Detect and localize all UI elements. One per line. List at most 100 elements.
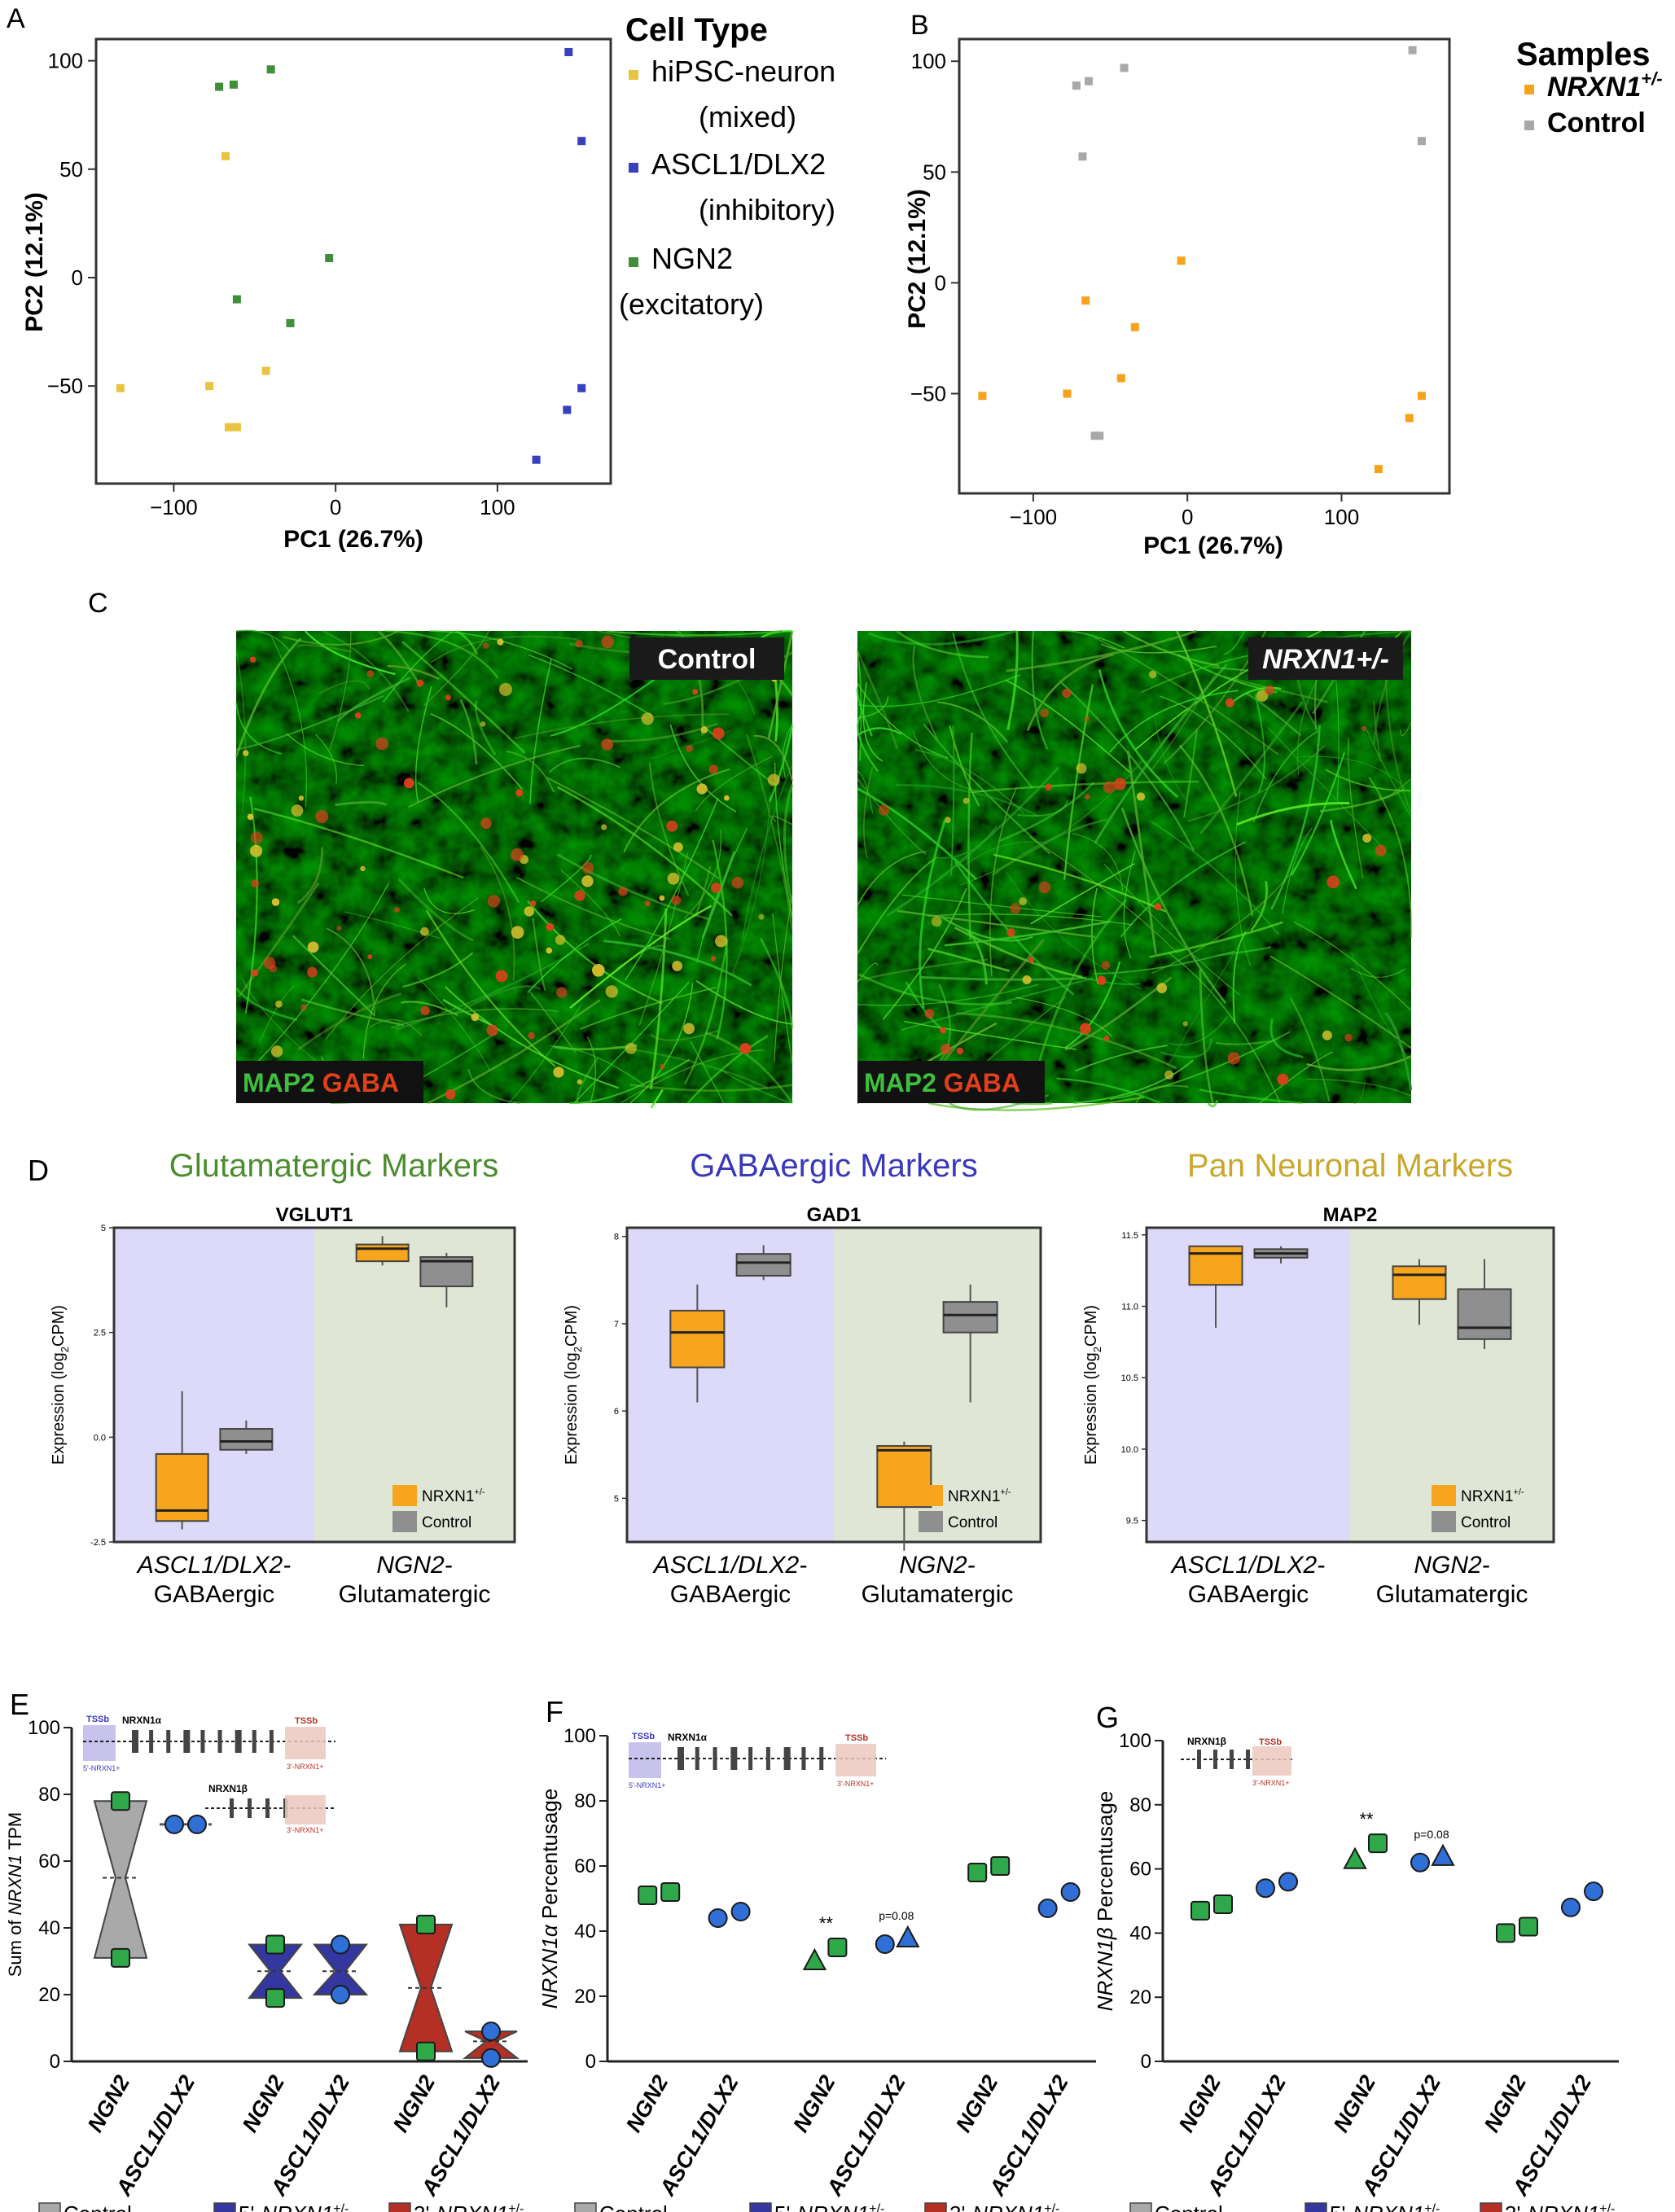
cell-body xyxy=(416,679,424,687)
stain-label: MAP2 GABA xyxy=(864,1068,1020,1097)
text-span: NRXN1 xyxy=(1353,2201,1424,2212)
scatter-point xyxy=(1177,256,1186,265)
cell-body xyxy=(336,926,342,931)
legend-label: hiPSC-neuron xyxy=(651,55,835,88)
text-span: β xyxy=(1093,1927,1117,1940)
cell-body xyxy=(605,985,618,998)
scatter-point xyxy=(577,137,586,146)
significance-annotation: ** xyxy=(819,1913,834,1934)
neurite xyxy=(686,1035,769,1104)
text-span: 3'- xyxy=(1505,2201,1528,2212)
cell-body xyxy=(601,824,607,830)
panel-c-label: C xyxy=(88,588,108,619)
data-point xyxy=(111,1791,130,1811)
group-3: ASCL1/DLX2 xyxy=(822,1925,920,2201)
plot-frame xyxy=(1145,1226,1555,1544)
neurite xyxy=(1187,744,1326,822)
cell-body xyxy=(555,935,566,945)
cell-body xyxy=(1022,975,1032,984)
neurite xyxy=(650,1029,721,1041)
exon xyxy=(801,1747,806,1770)
neurite xyxy=(1073,1059,1194,1104)
significance-annotation: ** xyxy=(1359,1809,1374,1829)
neurite xyxy=(944,920,1111,947)
panel-label: G xyxy=(1096,1701,1119,1734)
text-span: MAP2 xyxy=(243,1068,315,1097)
neurite xyxy=(857,850,927,906)
tss-right-label: TSSb xyxy=(845,1733,868,1743)
text-span: NRXN1 xyxy=(1461,1488,1513,1505)
y-tick-label: -2.5 xyxy=(90,1538,106,1548)
neurite xyxy=(254,882,390,1066)
data-point xyxy=(111,1947,130,1968)
legend-label: NRXN1+/- xyxy=(422,1487,485,1505)
neurite xyxy=(576,1057,599,1104)
legend-label: NRXN1+/- xyxy=(1547,68,1663,103)
group-2: NGN2 xyxy=(788,1938,848,2136)
cell-body xyxy=(767,773,780,786)
scatter-point xyxy=(1405,414,1414,423)
legend-swatch xyxy=(919,1485,943,1506)
neurite xyxy=(857,962,879,983)
neurite xyxy=(325,897,479,1040)
y-tick-label: 5 xyxy=(614,1494,619,1504)
neurite xyxy=(954,926,1083,979)
neurite xyxy=(857,770,874,813)
legend-label: NRXN1+/- xyxy=(1461,1487,1524,1505)
cell-body xyxy=(497,638,504,646)
cell-body xyxy=(250,844,263,857)
gabaergic-bg xyxy=(1147,1228,1350,1542)
cell-body xyxy=(1322,1030,1332,1040)
text-span: 2 xyxy=(1091,1347,1103,1352)
group-3: ASCL1/DLX2 xyxy=(1357,1843,1455,2201)
data-point xyxy=(187,1814,207,1834)
exon xyxy=(819,1747,824,1770)
legend-swatch xyxy=(1524,120,1534,130)
panel-d: D Glutamatergic Markers VGLUT1 5 2.5 0.0 -2.5… xyxy=(28,1148,1555,1608)
stain-label-bg xyxy=(857,1061,1045,1103)
cell-body xyxy=(315,810,329,824)
condition-tag-bg xyxy=(1248,637,1403,680)
neurite xyxy=(732,792,771,974)
neurite xyxy=(362,963,407,1059)
scatter-point xyxy=(577,383,586,392)
neurite xyxy=(235,637,302,758)
cell-body xyxy=(445,1089,456,1100)
text-span: +/- xyxy=(1599,2202,1615,2212)
x-group-sublabel: Glutamatergic xyxy=(339,1581,491,1608)
panel-label: F xyxy=(546,1695,563,1728)
legend-swatch xyxy=(629,163,638,173)
cell-body xyxy=(672,961,682,971)
neurite xyxy=(920,975,1086,981)
text-span: Control xyxy=(948,1514,998,1531)
cut-right-label: 3'-NRXN1+ xyxy=(837,1780,874,1788)
neurite xyxy=(927,1096,1145,1111)
text-span: Sum of xyxy=(5,1915,25,1977)
cut-left-label: 5'-NRXN1+ xyxy=(83,1764,120,1772)
neurite xyxy=(950,725,955,876)
neurite xyxy=(1005,870,1142,990)
y-tick-label: 80 xyxy=(1129,1794,1151,1816)
neurite xyxy=(385,629,499,679)
data-point xyxy=(481,2048,501,2068)
cell-body xyxy=(1362,834,1372,843)
text-span: 3'- xyxy=(949,2201,972,2212)
cell-body xyxy=(250,831,263,844)
neurite xyxy=(569,905,713,1009)
marker-group-title: Pan Neuronal Markers xyxy=(1187,1148,1513,1184)
neurite xyxy=(408,744,581,808)
cell-body xyxy=(420,926,429,936)
neurite xyxy=(772,913,793,1063)
cell-body xyxy=(511,848,524,861)
neurite xyxy=(956,1012,1177,1070)
gene-name-label-beta: NRXN1β xyxy=(208,1783,248,1794)
neurite xyxy=(745,734,793,930)
cell-body xyxy=(366,670,375,677)
text-span: 5'- xyxy=(774,2201,797,2212)
exon xyxy=(200,1730,205,1753)
scatter-point xyxy=(1063,389,1072,398)
neurite xyxy=(1120,807,1227,1005)
group-2: NGN2 xyxy=(1329,1833,1388,2136)
